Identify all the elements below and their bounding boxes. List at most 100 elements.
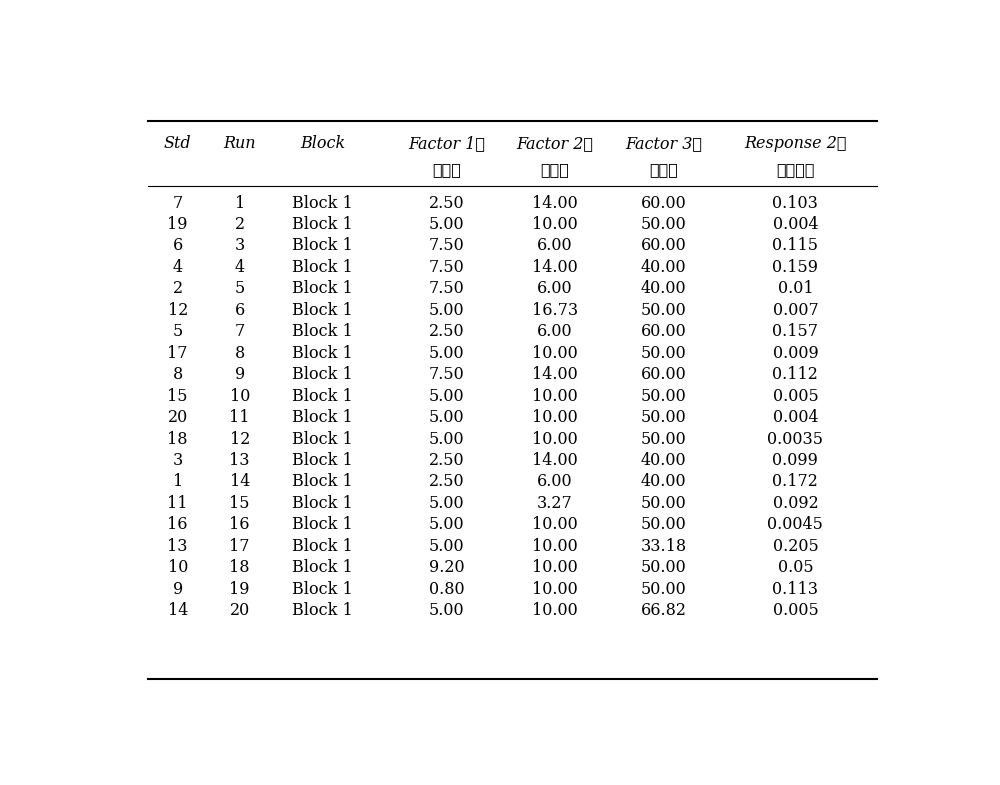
Text: 17: 17 xyxy=(167,345,188,362)
Text: 14.00: 14.00 xyxy=(532,452,578,469)
Text: 5.00: 5.00 xyxy=(429,301,464,319)
Text: 14.00: 14.00 xyxy=(532,195,578,211)
Text: 0.115: 0.115 xyxy=(772,237,818,254)
Text: Block: Block xyxy=(300,135,345,152)
Text: 0.05: 0.05 xyxy=(778,559,813,576)
Text: 10: 10 xyxy=(230,388,250,404)
Text: Block 1: Block 1 xyxy=(292,216,353,233)
Text: 3: 3 xyxy=(173,452,183,469)
Text: 13: 13 xyxy=(229,452,250,469)
Text: 15: 15 xyxy=(229,495,250,512)
Text: 6.00: 6.00 xyxy=(537,323,573,340)
Text: 13: 13 xyxy=(167,538,188,555)
Text: 0.004: 0.004 xyxy=(773,409,818,426)
Text: Std: Std xyxy=(164,135,192,152)
Text: 40.00: 40.00 xyxy=(641,259,686,276)
Text: 10.00: 10.00 xyxy=(532,345,578,362)
Text: 0.005: 0.005 xyxy=(772,602,818,619)
Text: 0.01: 0.01 xyxy=(778,280,813,298)
Text: Block 1: Block 1 xyxy=(292,388,353,404)
Text: 2.50: 2.50 xyxy=(429,195,464,211)
Text: 7.50: 7.50 xyxy=(429,259,464,276)
Text: 10.00: 10.00 xyxy=(532,430,578,447)
Text: 7.50: 7.50 xyxy=(429,366,464,383)
Text: Block 1: Block 1 xyxy=(292,559,353,576)
Text: Block 1: Block 1 xyxy=(292,602,353,619)
Text: 40.00: 40.00 xyxy=(641,280,686,298)
Text: Block 1: Block 1 xyxy=(292,581,353,597)
Text: Block 1: Block 1 xyxy=(292,323,353,340)
Text: 2: 2 xyxy=(173,280,183,298)
Text: 0.099: 0.099 xyxy=(772,452,818,469)
Text: 66.82: 66.82 xyxy=(641,602,687,619)
Text: 10.00: 10.00 xyxy=(532,409,578,426)
Text: 2.50: 2.50 xyxy=(429,473,464,491)
Text: Block 1: Block 1 xyxy=(292,366,353,383)
Text: 19: 19 xyxy=(167,216,188,233)
Text: 0.004: 0.004 xyxy=(773,216,818,233)
Text: 17: 17 xyxy=(229,538,250,555)
Text: 0.007: 0.007 xyxy=(772,301,818,319)
Text: 0.0045: 0.0045 xyxy=(767,517,823,533)
Text: Block 1: Block 1 xyxy=(292,473,353,491)
Text: 12: 12 xyxy=(168,301,188,319)
Text: 19: 19 xyxy=(229,581,250,597)
Text: 18: 18 xyxy=(167,430,188,447)
Text: Run: Run xyxy=(223,135,256,152)
Text: 0.0035: 0.0035 xyxy=(767,430,823,447)
Text: 5.00: 5.00 xyxy=(429,517,464,533)
Text: 0.009: 0.009 xyxy=(772,345,818,362)
Text: Block 1: Block 1 xyxy=(292,280,353,298)
Text: 5.00: 5.00 xyxy=(429,538,464,555)
Text: 0.172: 0.172 xyxy=(772,473,818,491)
Text: 7.50: 7.50 xyxy=(429,280,464,298)
Text: 4: 4 xyxy=(173,259,183,276)
Text: 11: 11 xyxy=(167,495,188,512)
Text: 50.00: 50.00 xyxy=(641,301,686,319)
Text: 5.00: 5.00 xyxy=(429,495,464,512)
Text: Block 1: Block 1 xyxy=(292,430,353,447)
Text: 50.00: 50.00 xyxy=(641,495,686,512)
Text: 10.00: 10.00 xyxy=(532,216,578,233)
Text: Factor 2：: Factor 2： xyxy=(517,135,594,152)
Text: 5.00: 5.00 xyxy=(429,388,464,404)
Text: 50.00: 50.00 xyxy=(641,216,686,233)
Text: 50.00: 50.00 xyxy=(641,345,686,362)
Text: 0.113: 0.113 xyxy=(772,581,818,597)
Text: 3.27: 3.27 xyxy=(537,495,573,512)
Text: 6: 6 xyxy=(173,237,183,254)
Text: Factor 3：: Factor 3： xyxy=(625,135,702,152)
Text: 2.50: 2.50 xyxy=(429,323,464,340)
Text: 16: 16 xyxy=(167,517,188,533)
Text: 14: 14 xyxy=(168,602,188,619)
Text: Block 1: Block 1 xyxy=(292,195,353,211)
Text: 8: 8 xyxy=(173,366,183,383)
Text: 6.00: 6.00 xyxy=(537,237,573,254)
Text: 14.00: 14.00 xyxy=(532,366,578,383)
Text: 40.00: 40.00 xyxy=(641,452,686,469)
Text: Block 1: Block 1 xyxy=(292,517,353,533)
Text: 酵母粉: 酵母粉 xyxy=(432,161,461,177)
Text: 10.00: 10.00 xyxy=(532,538,578,555)
Text: 16.73: 16.73 xyxy=(532,301,578,319)
Text: 50.00: 50.00 xyxy=(641,581,686,597)
Text: 0.159: 0.159 xyxy=(772,259,818,276)
Text: 50.00: 50.00 xyxy=(641,559,686,576)
Text: 1: 1 xyxy=(173,473,183,491)
Text: Block 1: Block 1 xyxy=(292,452,353,469)
Text: 6: 6 xyxy=(235,301,245,319)
Text: 50.00: 50.00 xyxy=(641,517,686,533)
Text: Block 1: Block 1 xyxy=(292,259,353,276)
Text: 7: 7 xyxy=(235,323,245,340)
Text: 10.00: 10.00 xyxy=(532,388,578,404)
Text: 7: 7 xyxy=(173,195,183,211)
Text: 5.00: 5.00 xyxy=(429,602,464,619)
Text: 50.00: 50.00 xyxy=(641,430,686,447)
Text: 5.00: 5.00 xyxy=(429,409,464,426)
Text: 5.00: 5.00 xyxy=(429,216,464,233)
Text: 5: 5 xyxy=(235,280,245,298)
Text: Block 1: Block 1 xyxy=(292,301,353,319)
Text: 4: 4 xyxy=(235,259,245,276)
Text: 60.00: 60.00 xyxy=(641,366,686,383)
Text: 牛肉膏: 牛肉膏 xyxy=(541,161,570,177)
